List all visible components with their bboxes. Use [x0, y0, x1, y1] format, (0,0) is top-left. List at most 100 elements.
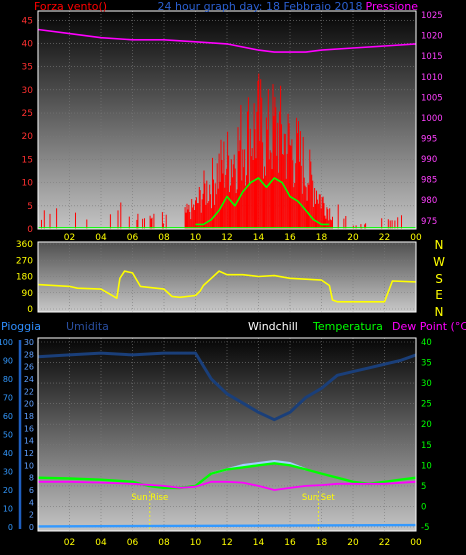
direction-y-tick: 360: [16, 240, 33, 250]
pressure-y-tick: 985: [421, 176, 437, 186]
compass-n-bottom: N: [435, 305, 444, 319]
wind-title: Forza vento(): [34, 0, 107, 13]
humidity-y-tick: 14: [24, 437, 34, 446]
temp-y-tick: 0: [421, 502, 426, 512]
compass-w: W: [433, 255, 445, 269]
humidity-y-tick: 8: [29, 474, 34, 483]
humidity-y-tick: 18: [24, 412, 34, 421]
compass-e: E: [435, 288, 443, 302]
direction-panel-background: [38, 242, 416, 312]
humidity-y-tick: 30: [24, 338, 34, 347]
x-tick-label: 08: [158, 538, 170, 548]
x-tick-label: 02: [64, 538, 75, 548]
compass-s: S: [435, 272, 443, 286]
x-tick-label: 20: [347, 233, 359, 243]
sunset-label: Sun Set: [302, 493, 335, 503]
pressure-y-tick: 990: [421, 155, 437, 165]
humidity-series: [37, 351, 417, 422]
humidity-y-tick: 20: [24, 400, 34, 409]
humidity-y-tick: 10: [24, 461, 34, 470]
humidity-y-tick: 2: [29, 511, 34, 520]
rain-y-tick: 90: [3, 357, 13, 366]
humidity-y-tick: 0: [29, 523, 34, 532]
x-tick-label: 18: [316, 233, 328, 243]
rain-y-tick: 70: [3, 394, 13, 403]
pressure-title: Pressione: [366, 0, 419, 13]
temp-y-tick: 20: [421, 420, 432, 430]
x-tick-label: 14: [253, 538, 265, 548]
humidity-title: Umidita: [66, 320, 109, 333]
x-tick-label: 02: [64, 233, 75, 243]
temp-y-tick: 10: [421, 461, 432, 471]
pressure-y-tick: 975: [421, 217, 437, 227]
rain-y-tick: 40: [3, 449, 13, 458]
wind-speed-series: [41, 73, 402, 229]
x-tick-label: 22: [379, 233, 390, 243]
x-tick-label: 00: [410, 538, 422, 548]
rain-title: Pioggia: [1, 320, 41, 333]
axis-labels: 02 04 06 08 10 12 14 16 18 20 22 000510152025303540…: [0, 11, 443, 548]
temp-y-tick: -5: [421, 523, 429, 533]
x-tick-label: 16: [284, 233, 296, 243]
x-tick-label: 12: [221, 233, 232, 243]
x-tick-label: 16: [284, 538, 296, 548]
pressure-y-tick: 1025: [421, 11, 443, 21]
temperature-panel-frame: [37, 337, 417, 532]
x-tick-label: 10: [190, 538, 202, 548]
direction-panel-frame: [37, 241, 417, 313]
x-tick-label: 14: [253, 233, 265, 243]
temp-y-tick: 25: [421, 400, 432, 410]
humidity-y-tick: 28: [24, 350, 34, 359]
humidity-y-tick: 4: [29, 498, 34, 507]
x-tick-label: 00: [410, 233, 422, 243]
pressure-y-tick: 980: [421, 196, 437, 206]
wind-y-tick: 10: [22, 179, 34, 189]
windchill-title: Windchill: [248, 320, 298, 333]
dewpoint-title: Dew Point (°C): [392, 320, 466, 333]
x-tick-label: 06: [127, 233, 139, 243]
date-title: 24 hour graph day: 18 Febbraio 2018: [157, 0, 362, 13]
wind-y-tick: 0: [27, 225, 33, 235]
x-tick-label: 20: [347, 538, 359, 548]
wind-direction-series: [37, 270, 417, 303]
compass-n-top: N: [435, 238, 444, 252]
wind-y-tick: 35: [22, 63, 33, 73]
humidity-y-tick: 22: [24, 387, 34, 396]
rain-y-tick: 30: [3, 468, 13, 477]
rain-y-tick: 0: [8, 523, 13, 532]
x-tick-label: 08: [158, 233, 170, 243]
sunrise-label: Sun Rise: [131, 493, 168, 503]
direction-y-tick: 270: [16, 256, 33, 266]
direction-y-tick: 0: [27, 305, 33, 315]
pressure-y-tick: 1005: [421, 93, 443, 103]
rain-y-tick: 80: [3, 375, 13, 384]
pressure-y-tick: 995: [421, 135, 437, 145]
compass-labels: N W S E N: [433, 238, 445, 319]
wind-y-tick: 20: [22, 132, 34, 142]
wind-y-tick: 30: [22, 86, 34, 96]
temp-y-tick: 40: [421, 338, 432, 348]
x-tick-label: 04: [95, 538, 107, 548]
rain-y-tick: 20: [3, 486, 13, 495]
rain-y-tick: 50: [3, 431, 13, 440]
direction-y-tick: 90: [22, 289, 34, 299]
wind-y-tick: 40: [22, 39, 34, 49]
wind-y-tick: 25: [22, 109, 33, 119]
temp-y-tick: 5: [421, 482, 426, 492]
wind-panel-frame: [37, 10, 417, 230]
humidity-y-tick: 6: [29, 486, 34, 495]
pressure-y-tick: 1015: [421, 52, 443, 62]
x-tick-label: 10: [190, 233, 202, 243]
temp-y-tick: 30: [421, 379, 432, 389]
x-tick-label: 18: [316, 538, 328, 548]
pressure-y-tick: 1020: [421, 32, 443, 42]
x-tick-label: 12: [221, 538, 232, 548]
humidity-y-tick: 24: [24, 375, 34, 384]
rain-y-tick: 10: [3, 505, 13, 514]
temp-y-tick: 15: [421, 441, 432, 451]
rain-y-tick: 100: [0, 338, 13, 347]
series-layer: [37, 28, 417, 531]
rain-y-tick: 60: [3, 412, 13, 421]
rain-series: [37, 523, 417, 528]
pressure-series: [37, 28, 417, 53]
